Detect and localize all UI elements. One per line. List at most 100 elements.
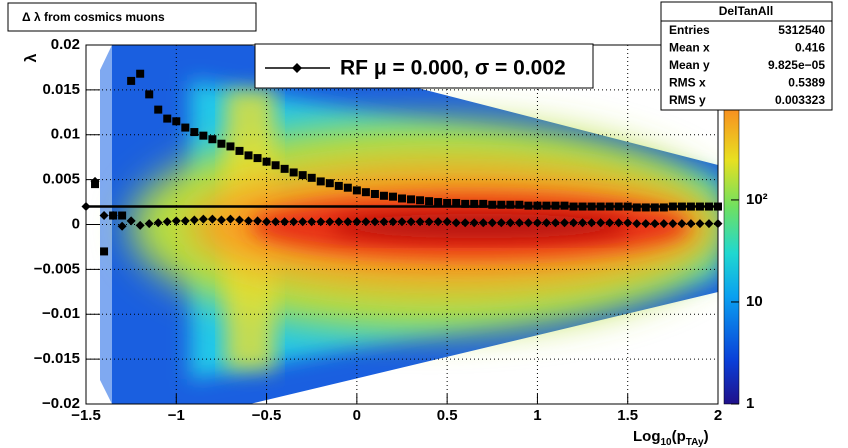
- diamond-marker: [198, 214, 208, 224]
- square-marker: [614, 202, 623, 211]
- square-marker: [650, 203, 659, 212]
- diamond-marker: [505, 218, 515, 228]
- y-tick-label: −0.02: [42, 395, 80, 412]
- z-tick-label: 1: [746, 395, 754, 412]
- square-marker: [578, 202, 587, 211]
- square-marker: [253, 154, 262, 163]
- x-label-part: (p: [672, 428, 686, 445]
- diamond-marker: [298, 217, 308, 227]
- diamond-marker: [117, 221, 127, 231]
- square-marker: [425, 197, 434, 206]
- diamond-marker: [514, 218, 524, 228]
- square-marker: [190, 128, 199, 137]
- stats-title: DelTanAll: [719, 4, 773, 18]
- square-marker: [533, 201, 542, 210]
- stats-name: Mean y: [669, 58, 710, 72]
- square-marker: [623, 202, 632, 211]
- square-marker: [686, 202, 695, 211]
- diamond-marker: [352, 217, 362, 227]
- diamond-marker: [361, 217, 371, 227]
- square-marker: [714, 202, 722, 211]
- square-marker: [398, 194, 406, 203]
- stats-value: 5312540: [778, 23, 825, 37]
- y-tick-label: −0.005: [34, 260, 80, 277]
- square-marker: [289, 168, 298, 177]
- square-marker: [524, 201, 533, 210]
- square-marker: [244, 151, 253, 160]
- square-marker: [515, 200, 524, 209]
- square-marker: [506, 200, 515, 209]
- diamond-marker: [126, 216, 136, 226]
- square-marker: [497, 200, 506, 209]
- legend-marker: [292, 63, 302, 73]
- diamond-marker: [677, 219, 687, 229]
- y-tick-label: −0.015: [34, 350, 80, 367]
- y-axis-label: λ: [23, 53, 40, 62]
- y-tick-label: 0.01: [51, 126, 80, 143]
- square-marker: [352, 186, 361, 195]
- diamond-marker: [659, 219, 669, 229]
- square-marker: [199, 131, 208, 140]
- square-marker: [127, 76, 136, 85]
- diamond-marker: [668, 219, 678, 229]
- square-marker: [488, 200, 497, 209]
- square-marker: [470, 199, 479, 208]
- diamond-marker: [343, 217, 353, 227]
- square-marker: [605, 202, 614, 211]
- diamond-marker: [189, 215, 199, 225]
- diamond-marker: [523, 218, 533, 228]
- legend-label: RF μ = 0.000, σ = 0.002: [340, 57, 566, 80]
- z-tick-label: 10: [746, 293, 763, 310]
- square-marker: [677, 202, 686, 211]
- square-marker: [163, 114, 172, 123]
- diamond-marker: [442, 217, 452, 227]
- square-marker: [388, 192, 397, 201]
- diamond-marker: [325, 217, 335, 227]
- diamond-marker: [695, 219, 705, 229]
- square-marker: [434, 198, 443, 207]
- stats-name: RMS x: [669, 76, 706, 90]
- square-marker: [271, 161, 280, 170]
- square-marker: [587, 202, 596, 211]
- stats-value: 0.416: [795, 41, 825, 55]
- diamond-marker: [433, 217, 443, 227]
- diamond-marker: [424, 217, 434, 227]
- diamond-marker: [171, 216, 181, 226]
- diamond-marker: [614, 218, 624, 228]
- square-marker: [668, 202, 677, 211]
- square-marker: [145, 90, 154, 99]
- stats-name: RMS y: [669, 93, 706, 107]
- diamond-marker: [541, 218, 551, 228]
- square-marker: [280, 164, 289, 173]
- diamond-marker: [99, 211, 109, 221]
- square-marker: [172, 117, 181, 126]
- diamond-marker: [316, 217, 326, 227]
- layer: −1.5 −1 −0.5 0 0.5 1 1.5 2 −0.02 −0.015 −0.01 −0.00…: [34, 36, 768, 424]
- diamond-marker: [460, 218, 470, 228]
- diamond-marker: [162, 217, 172, 227]
- x-label-part: ): [704, 428, 709, 445]
- stats-value: 0.5389: [788, 76, 825, 90]
- title-box: [7, 2, 257, 32]
- square-marker: [100, 247, 109, 256]
- diamond-marker: [487, 218, 497, 228]
- square-marker: [569, 202, 578, 211]
- x-tick-label: −0.5: [252, 407, 282, 424]
- square-marker: [632, 203, 641, 212]
- square-marker: [91, 180, 100, 189]
- square-marker: [298, 171, 307, 180]
- diamond-marker: [271, 217, 281, 227]
- x-tick-label: 2: [714, 407, 722, 424]
- x-tick-label: −1: [168, 407, 185, 424]
- diamond-marker: [406, 217, 416, 227]
- x-tick-label: −1.5: [71, 407, 101, 424]
- diamond-marker: [623, 218, 633, 228]
- diamond-marker: [605, 218, 615, 228]
- diamond-marker: [253, 216, 263, 226]
- diamond-marker: [135, 220, 145, 230]
- square-marker: [452, 198, 461, 207]
- legend-box: [254, 43, 594, 89]
- diamond-marker: [560, 218, 570, 228]
- square-marker: [226, 142, 235, 151]
- z-tick-label: 10²: [746, 191, 768, 208]
